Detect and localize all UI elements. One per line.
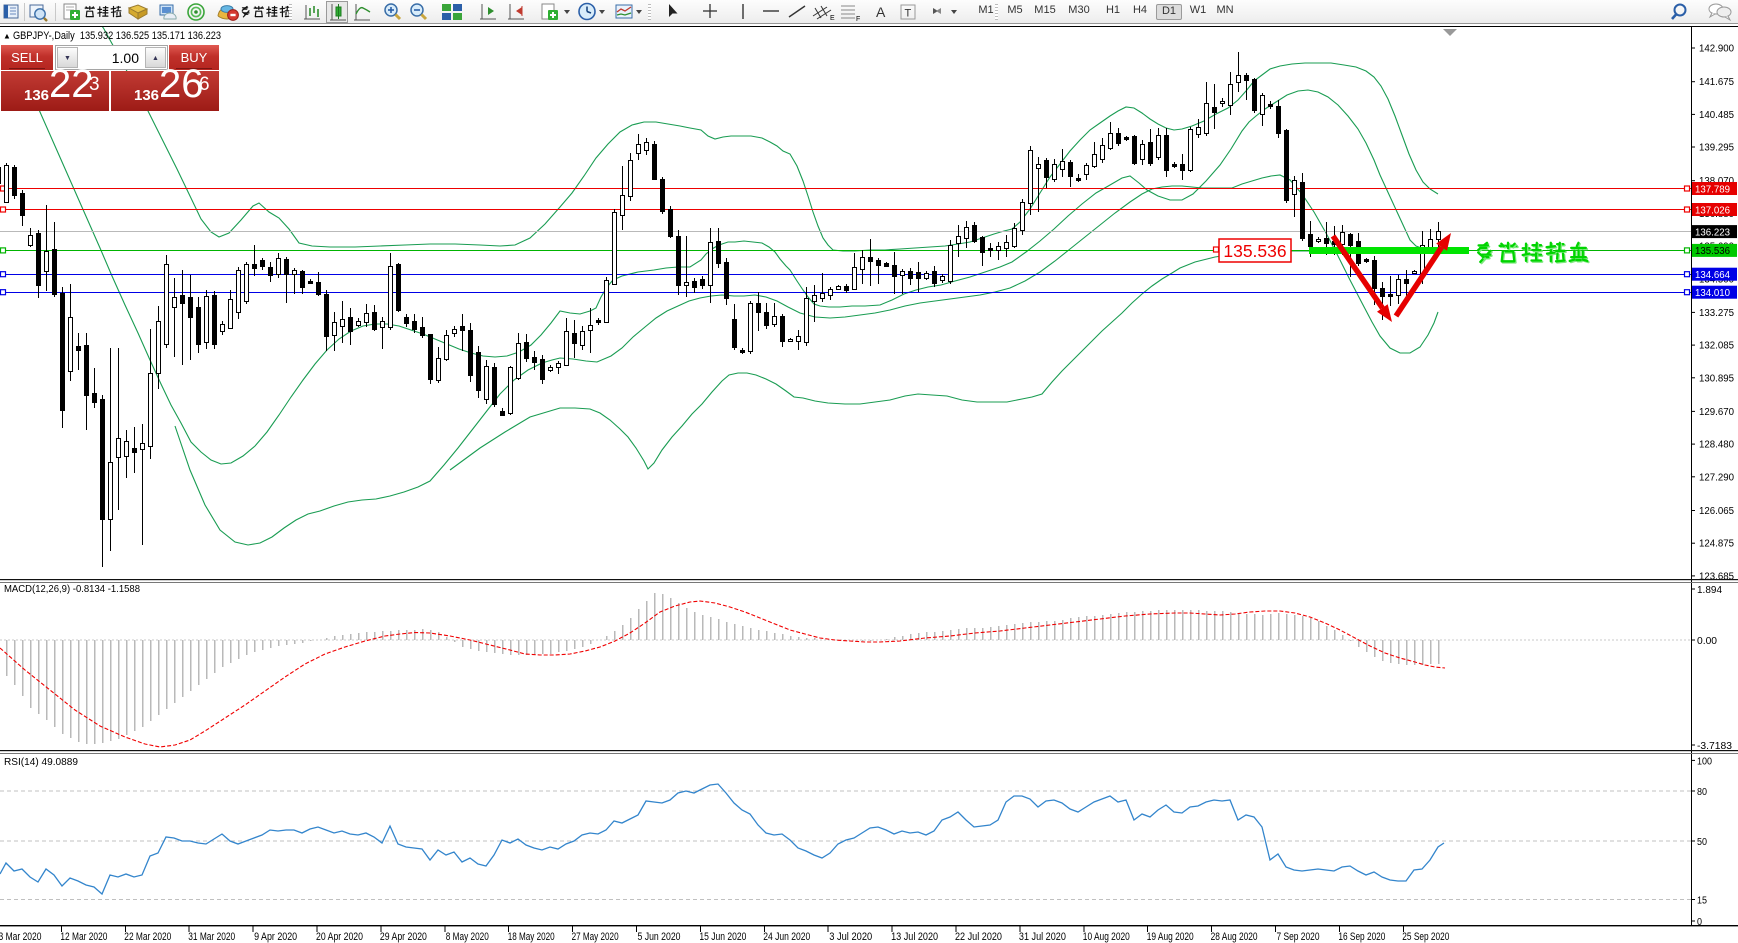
svg-text:31 Jul 2020: 31 Jul 2020 xyxy=(1019,931,1066,943)
svg-text:135.536: 135.536 xyxy=(1695,246,1730,257)
svg-text:19 Aug 2020: 19 Aug 2020 xyxy=(1147,931,1194,943)
svg-text:126.065: 126.065 xyxy=(1699,506,1734,517)
svg-text:MACD(12,26,9) -0.8134 -1.1588: MACD(12,26,9) -0.8134 -1.1588 xyxy=(4,583,140,595)
svg-text:135.536: 135.536 xyxy=(1223,241,1286,261)
svg-text:138.070: 138.070 xyxy=(1699,176,1734,187)
svg-text:130.895: 130.895 xyxy=(1699,373,1734,384)
svg-text:12 Mar 2020: 12 Mar 2020 xyxy=(60,931,107,943)
svg-text:139.295: 139.295 xyxy=(1699,143,1734,154)
svg-text:T: T xyxy=(905,8,912,20)
svg-text:140.485: 140.485 xyxy=(1699,110,1734,121)
svg-text:129.670: 129.670 xyxy=(1699,407,1734,418)
svg-text:133.275: 133.275 xyxy=(1699,308,1734,319)
svg-text:24 Jun 2020: 24 Jun 2020 xyxy=(763,931,810,943)
svg-text:18 May 2020: 18 May 2020 xyxy=(508,931,555,943)
svg-text:137.026: 137.026 xyxy=(1695,205,1730,216)
svg-text:F: F xyxy=(856,16,860,23)
svg-text:28 Aug 2020: 28 Aug 2020 xyxy=(1211,931,1258,943)
svg-text:50: 50 xyxy=(1697,837,1707,848)
svg-text:141.675: 141.675 xyxy=(1699,77,1734,88)
svg-text:13 Jul 2020: 13 Jul 2020 xyxy=(891,931,938,943)
svg-text:A: A xyxy=(876,4,886,20)
svg-text:123.685: 123.685 xyxy=(1699,571,1734,582)
svg-text:E: E xyxy=(830,15,835,22)
svg-text:80: 80 xyxy=(1697,787,1707,798)
svg-text:136.223: 136.223 xyxy=(1695,227,1730,238)
svg-text:9 Apr 2020: 9 Apr 2020 xyxy=(254,931,297,943)
svg-text:127.290: 127.290 xyxy=(1699,472,1734,483)
svg-text:0: 0 xyxy=(1697,917,1702,928)
svg-text:8 May 2020: 8 May 2020 xyxy=(446,931,489,943)
svg-text:-3.7183: -3.7183 xyxy=(1697,741,1732,752)
svg-text:134.010: 134.010 xyxy=(1695,288,1730,299)
svg-text:132.085: 132.085 xyxy=(1699,341,1734,352)
svg-text:25 Sep 2020: 25 Sep 2020 xyxy=(1402,931,1449,943)
svg-text:137.789: 137.789 xyxy=(1695,184,1730,195)
svg-text:5 Jun 2020: 5 Jun 2020 xyxy=(638,931,681,943)
svg-text:128.480: 128.480 xyxy=(1699,440,1734,451)
svg-text:22 Jul 2020: 22 Jul 2020 xyxy=(955,931,1002,943)
svg-text:31 Mar 2020: 31 Mar 2020 xyxy=(188,931,235,943)
svg-text:15: 15 xyxy=(1697,896,1707,907)
svg-text:100: 100 xyxy=(1697,756,1712,767)
svg-text:7 Sep 2020: 7 Sep 2020 xyxy=(1277,931,1320,943)
svg-text:27 May 2020: 27 May 2020 xyxy=(572,931,619,943)
svg-text:15 Jun 2020: 15 Jun 2020 xyxy=(699,931,746,943)
svg-text:29 Apr 2020: 29 Apr 2020 xyxy=(380,931,427,943)
svg-text:142.900: 142.900 xyxy=(1699,44,1734,55)
svg-text:20 Apr 2020: 20 Apr 2020 xyxy=(316,931,363,943)
svg-text:134.664: 134.664 xyxy=(1695,270,1730,281)
svg-text:▲: ▲ xyxy=(3,32,11,41)
svg-text:GBPJPY-,Daily 135.932 136.525: GBPJPY-,Daily 135.932 136.525 135.171 13… xyxy=(13,30,221,42)
svg-text:3 Mar 2020: 3 Mar 2020 xyxy=(0,931,42,943)
svg-text:0.00: 0.00 xyxy=(1697,636,1717,647)
svg-text:3 Jul 2020: 3 Jul 2020 xyxy=(829,931,872,943)
svg-text:RSI(14) 49.0889: RSI(14) 49.0889 xyxy=(4,756,78,768)
svg-text:22 Mar 2020: 22 Mar 2020 xyxy=(124,931,171,943)
svg-text:10 Aug 2020: 10 Aug 2020 xyxy=(1083,931,1130,943)
svg-text:1.894: 1.894 xyxy=(1697,585,1722,596)
svg-text:16 Sep 2020: 16 Sep 2020 xyxy=(1338,931,1385,943)
svg-text:124.875: 124.875 xyxy=(1699,539,1734,550)
